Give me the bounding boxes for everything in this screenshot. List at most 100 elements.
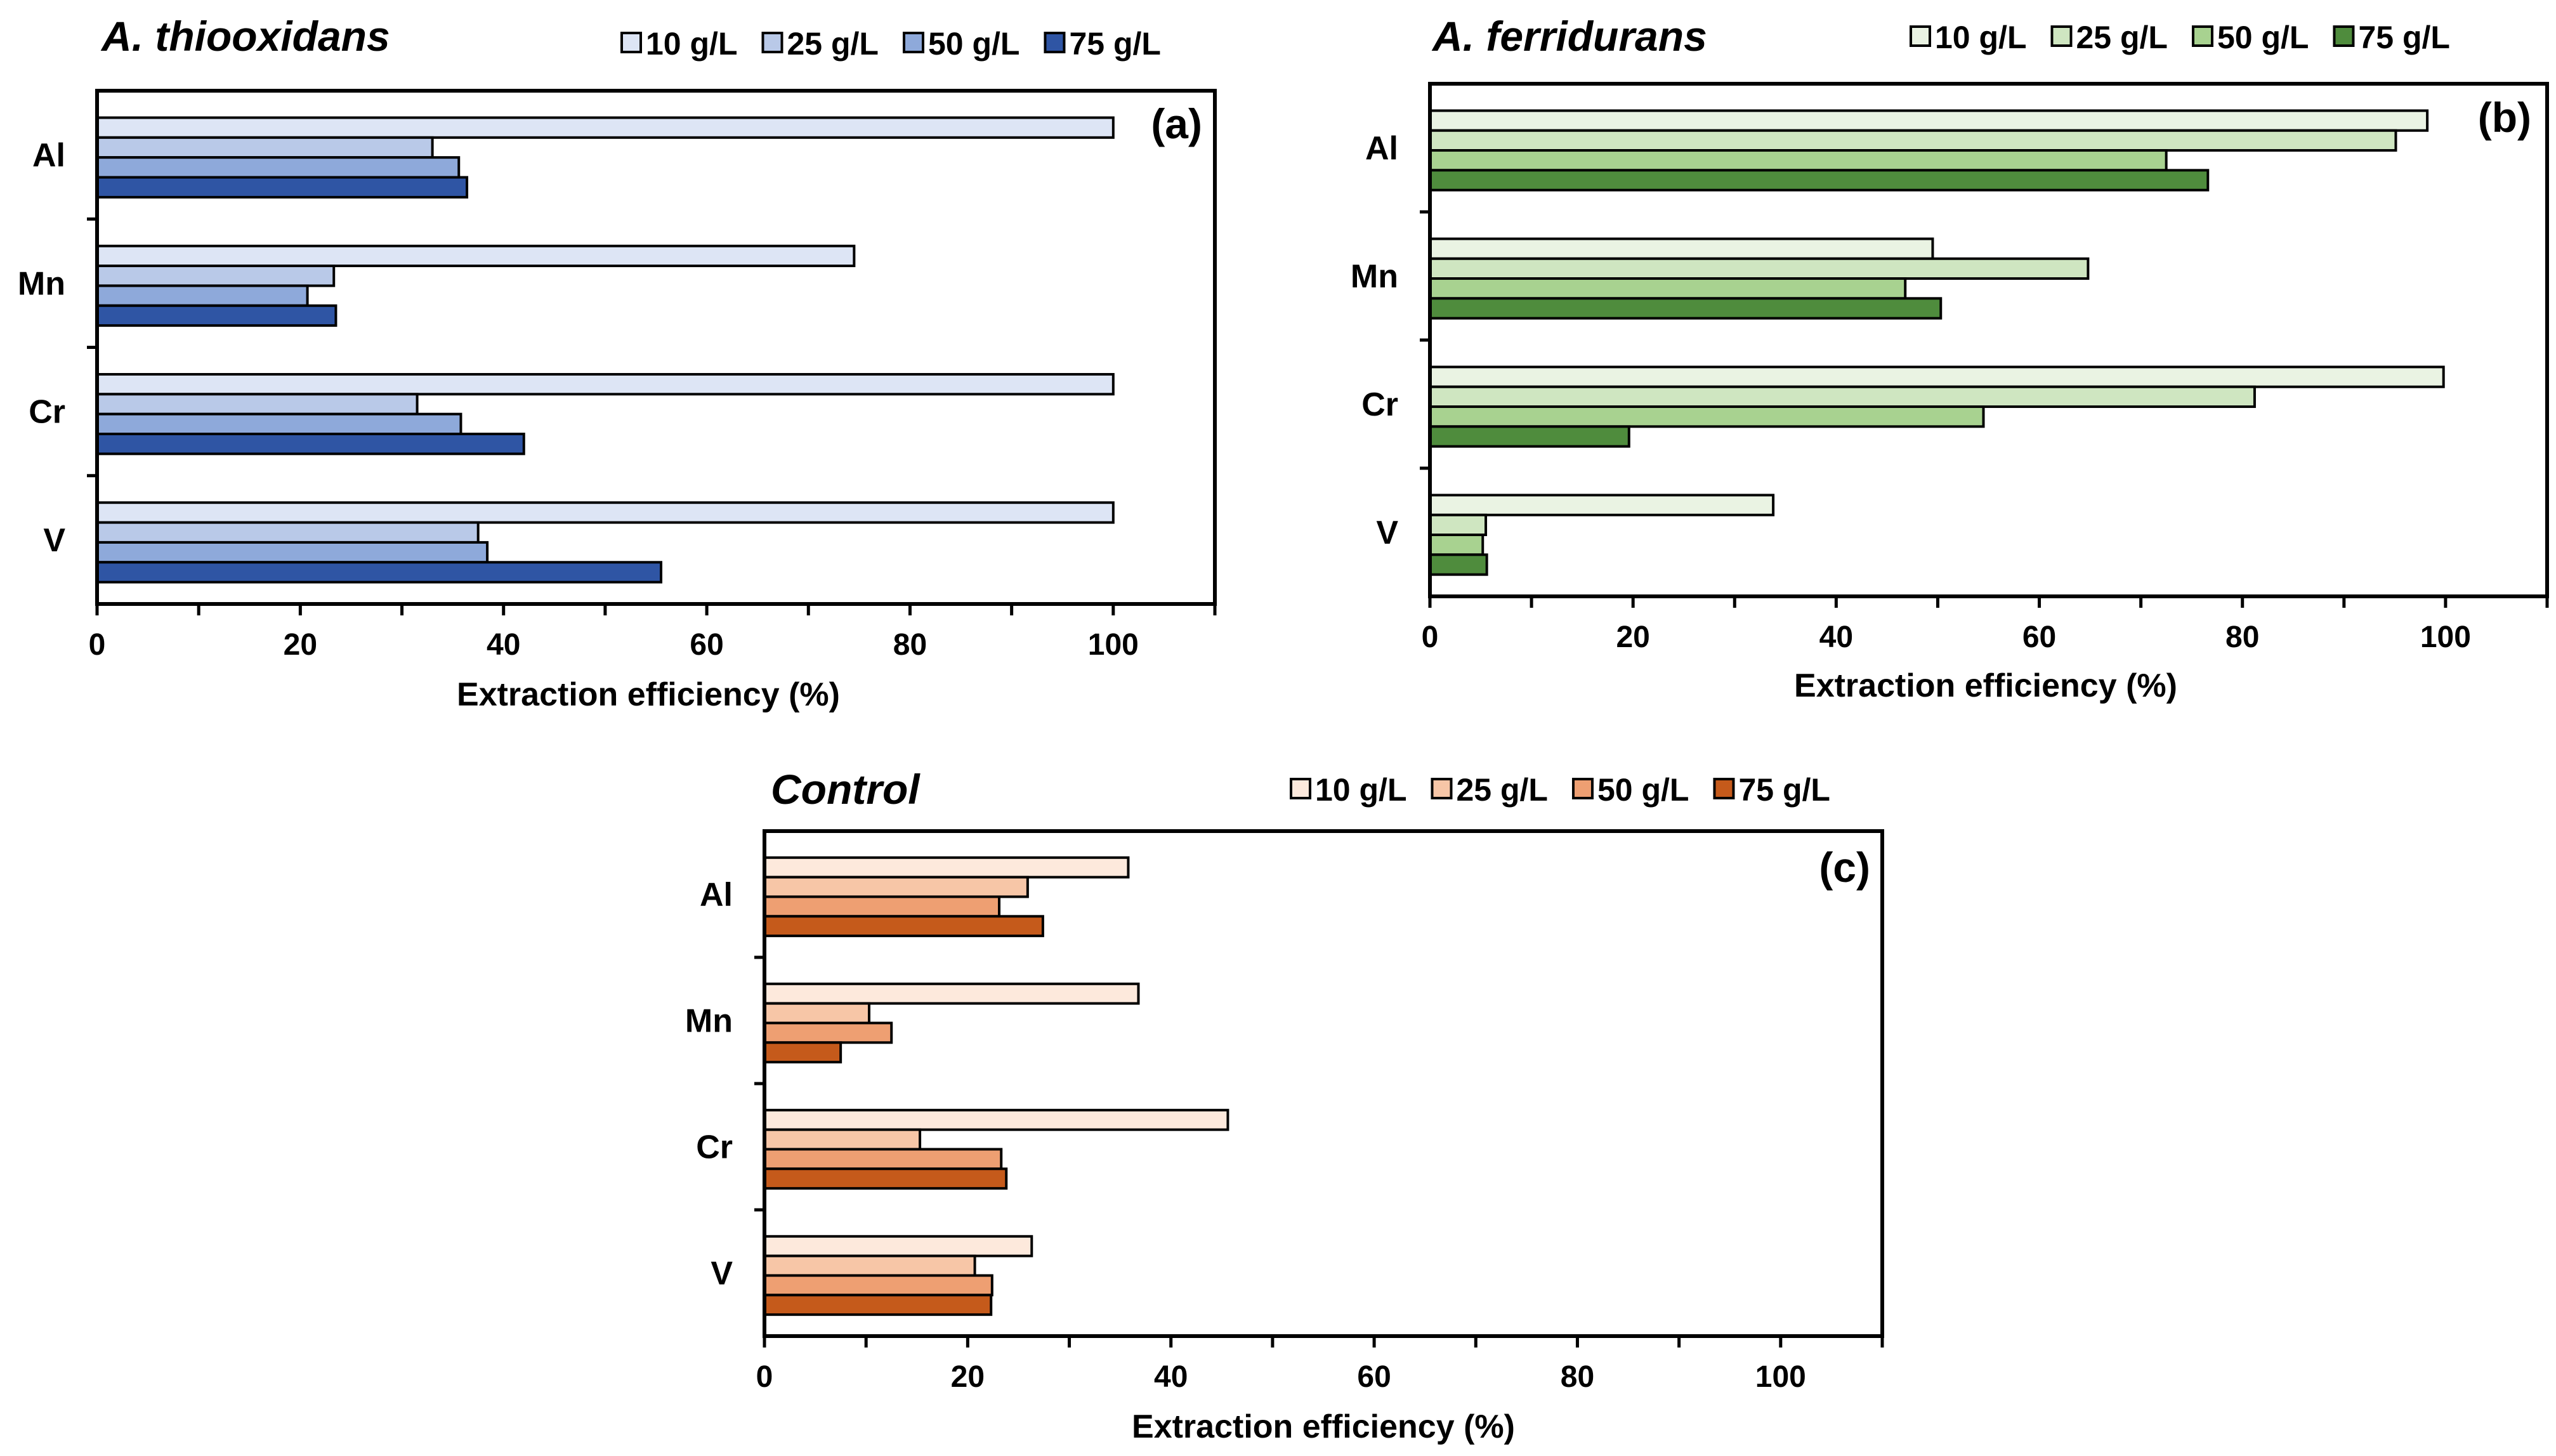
x-axis-label: Extraction efficiency (%) (1132, 1408, 1515, 1445)
legend-label: 50 g/L (1597, 772, 1689, 808)
chart-title: A. thiooxidans (100, 13, 390, 60)
x-tick-label: 40 (1154, 1360, 1188, 1394)
legend-swatch (902, 32, 924, 53)
bar-mn-75gl (1429, 297, 1943, 320)
category-label: Mn (685, 1003, 733, 1040)
bar-cr-50gl (96, 412, 462, 436)
bar-cr-50gl (1429, 405, 1985, 428)
x-tick-label: 80 (2225, 620, 2259, 654)
bar-mn-50gl (1429, 277, 1907, 300)
bar-al-25gl (1429, 129, 2397, 152)
x-axis-label: Extraction efficiency (%) (1794, 667, 2177, 704)
category-label: Al (700, 877, 733, 914)
legend-swatch (761, 32, 783, 53)
category-label: Cr (696, 1129, 733, 1166)
category-label: Al (1365, 130, 1398, 167)
bar-al-75gl (763, 915, 1044, 938)
x-tick-label: 0 (1422, 620, 1439, 654)
bar-v-10gl (96, 501, 1115, 524)
x-tick-label: 100 (1755, 1360, 1806, 1394)
bar-mn-25gl (96, 265, 336, 287)
bar-al-25gl (96, 136, 434, 159)
x-tick-label: 60 (690, 628, 723, 662)
bar-cr-25gl (1429, 385, 2256, 409)
bar-v-75gl (1429, 553, 1488, 576)
bar-mn-10gl (96, 244, 856, 268)
category-label: Al (32, 137, 65, 174)
x-tick-label: 20 (951, 1360, 985, 1394)
bar-al-10gl (96, 116, 1115, 139)
legend-label: 75 g/L (2358, 20, 2449, 55)
bar-v-10gl (1429, 494, 1775, 516)
bar-v-25gl (96, 521, 480, 544)
chart-panel-c: Al Mn Cr V 0 20 40 60 80 100 Extraction efficiency… (685, 766, 1884, 1445)
x-tick-label: 60 (2022, 620, 2056, 654)
bar-v-10gl (763, 1235, 1033, 1257)
legend: 10 g/L 25 g/L 50 g/L 75 g/L (620, 26, 1161, 62)
legend: 10 g/L 25 g/L 50 g/L 75 g/L (1910, 20, 2450, 55)
bar-cr-10gl (763, 1108, 1229, 1131)
legend-swatch (1431, 778, 1453, 799)
bar-mn-25gl (1429, 257, 2090, 280)
x-tick-label: 0 (756, 1360, 773, 1394)
bar-v-25gl (763, 1254, 976, 1277)
x-tick-label: 100 (1088, 628, 1139, 662)
bar-mn-25gl (763, 1002, 870, 1025)
legend-label: 50 g/L (928, 26, 1019, 62)
legend-label: 10 g/L (1315, 772, 1406, 808)
bar-mn-50gl (763, 1021, 893, 1044)
bar-al-25gl (763, 876, 1029, 898)
bar-al-75gl (1429, 169, 2210, 192)
bar-cr-75gl (763, 1167, 1008, 1190)
bar-mn-75gl (763, 1041, 842, 1064)
category-label: Mn (1351, 258, 1398, 295)
legend-label: 10 g/L (1935, 20, 2026, 55)
category-label: Cr (1361, 386, 1398, 423)
legend-swatch (620, 32, 642, 53)
panel-label: (a) (1151, 100, 1202, 147)
x-tick-label: 60 (1357, 1360, 1391, 1394)
legend-label: 25 g/L (787, 26, 878, 62)
x-tick-label: 20 (284, 628, 317, 662)
x-axis-label: Extraction efficiency (%) (457, 676, 840, 713)
plot-frame (1428, 82, 2549, 598)
x-tick-label: 20 (1616, 620, 1649, 654)
legend-label: 75 g/L (1738, 772, 1830, 808)
bar-mn-75gl (96, 304, 338, 327)
bar-cr-10gl (1429, 365, 2445, 388)
bar-v-50gl (763, 1274, 993, 1297)
category-label: Cr (29, 394, 65, 431)
plot-frame (95, 89, 1217, 606)
x-tick-label: 40 (1819, 620, 1853, 654)
bar-cr-25gl (96, 393, 419, 416)
plot-frame (763, 829, 1884, 1338)
bar-cr-25gl (763, 1128, 922, 1151)
panel-label: (c) (1819, 844, 1870, 891)
chart-panel-a: Al Mn Cr V 0 20 40 60 80 100 Extraction efficiency… (18, 13, 1217, 713)
x-tick-label: 40 (487, 628, 520, 662)
legend-label: 50 g/L (2217, 20, 2309, 55)
category-label: V (43, 522, 65, 559)
legend-swatch (1910, 25, 1931, 47)
bar-cr-10gl (96, 372, 1115, 396)
x-tick-label: 80 (1561, 1360, 1594, 1394)
bar-v-50gl (96, 541, 489, 564)
x-tick-label: 80 (893, 628, 927, 662)
category-label: Mn (18, 265, 65, 302)
bar-cr-50gl (763, 1148, 1003, 1171)
legend-swatch (1044, 32, 1066, 53)
legend-swatch (1290, 778, 1311, 799)
chart-title: A. ferridurans (1431, 13, 1707, 60)
x-tick-label: 100 (2420, 620, 2471, 654)
bar-al-50gl (96, 156, 461, 179)
chart-panel-b: Al Mn Cr V 0 20 40 60 80 100 Extraction efficiency… (1351, 13, 2549, 704)
category-label: V (1376, 515, 1398, 551)
bar-v-75gl (763, 1294, 993, 1316)
bar-mn-10gl (763, 982, 1140, 1005)
legend-label: 25 g/L (1456, 772, 1547, 808)
category-label: V (711, 1256, 733, 1292)
bar-v-75gl (96, 561, 663, 584)
bar-al-10gl (1429, 109, 2429, 132)
x-tick-label: 0 (89, 628, 106, 662)
